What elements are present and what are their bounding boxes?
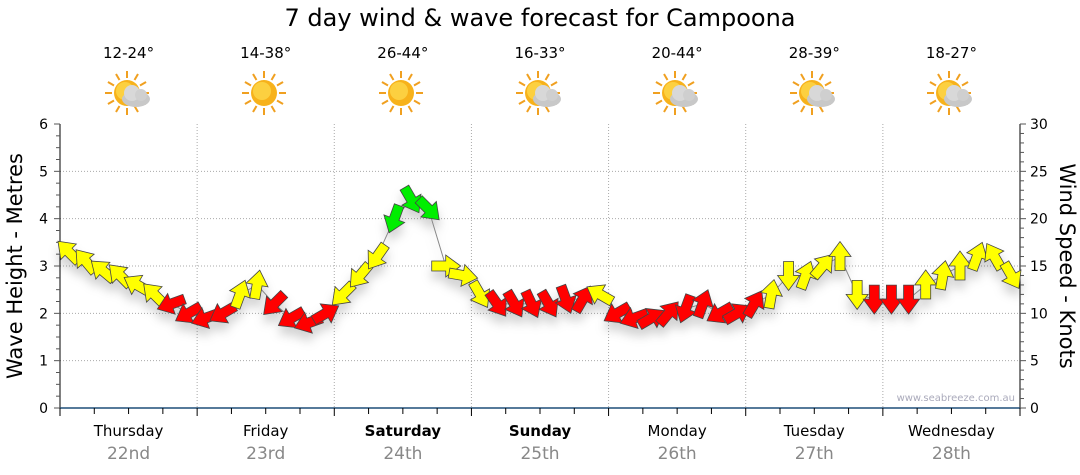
- y-tick-label: 6: [39, 117, 48, 133]
- wind-arrow: [809, 253, 833, 281]
- sun-cloud-icon: [790, 71, 836, 115]
- y2-tick-label: 25: [1030, 164, 1048, 180]
- day-label: Thursday: [93, 422, 164, 440]
- day-label: Friday: [243, 422, 289, 440]
- date-label: 22nd: [107, 444, 150, 464]
- wind-arrow: [310, 303, 340, 326]
- date-label: 27th: [795, 444, 834, 464]
- weather-day: 16-33°: [490, 44, 590, 118]
- weather-day: 18-27°: [901, 44, 1001, 118]
- sun-icon: [241, 71, 286, 115]
- watermark: www.seabreeze.com.au: [897, 393, 1015, 404]
- wind-arrow: [228, 279, 251, 310]
- wind-arrow: [691, 289, 714, 320]
- y2-tick-label: 20: [1030, 212, 1048, 228]
- wind-arrow: [520, 288, 542, 319]
- wind-arrow: [776, 261, 801, 292]
- sun-cloud-icon: [516, 71, 561, 115]
- wind-arrow: [999, 260, 1022, 290]
- wind-arrow: [742, 290, 765, 320]
- weather-day: 20-44°: [627, 44, 727, 118]
- wind-arrow: [828, 240, 852, 271]
- weather-day: 14-38°: [216, 44, 316, 118]
- date-label: 26th: [658, 444, 697, 464]
- weather-day: 28-39°: [764, 44, 864, 118]
- wind-arrow: [399, 184, 422, 214]
- wind-arrow: [536, 288, 559, 318]
- wind-arrow: [896, 284, 921, 315]
- y-tick-label: 3: [39, 259, 48, 275]
- y-tick-label: 0: [39, 401, 48, 417]
- temperature-range: 18-27°: [925, 44, 977, 62]
- temperature-range: 12-24°: [103, 44, 155, 62]
- temperature-range: 16-33°: [514, 44, 566, 62]
- wind-arrow: [156, 292, 187, 315]
- wind-arrow: [349, 260, 374, 288]
- wind-arrow: [383, 203, 406, 234]
- day-label: Tuesday: [783, 422, 845, 440]
- wind-arrow: [174, 301, 204, 324]
- weather-day: 26-44°: [353, 44, 453, 118]
- date-label: 24th: [383, 444, 422, 464]
- sun-cloud-icon: [104, 71, 150, 115]
- wind-arrow: [263, 289, 289, 315]
- wind-arrow: [674, 293, 697, 324]
- wind-arrow: [619, 306, 650, 330]
- wind-arrow: [554, 283, 577, 314]
- y-axis-label: Wave Height - Metres: [3, 153, 27, 379]
- wind-arrow: [845, 279, 869, 311]
- wind-arrow: [209, 301, 239, 324]
- y-tick-label: 2: [39, 306, 48, 322]
- wind-arrow: [468, 279, 491, 308]
- wind-arrow: [245, 269, 269, 301]
- wind-arrow: [931, 260, 955, 291]
- wind-arrow: [414, 195, 440, 221]
- date-label: 25th: [520, 444, 559, 464]
- wind-arrow: [759, 278, 783, 310]
- wind-arrow: [965, 241, 989, 272]
- temperature-range: 20-44°: [651, 44, 703, 62]
- day-label: Wednesday: [908, 422, 995, 440]
- wind-arrow: [706, 301, 736, 324]
- sun-cloud-icon: [653, 71, 699, 115]
- temperature-range: 14-38°: [240, 44, 292, 62]
- y2-tick-label: 10: [1030, 306, 1048, 322]
- y2-tick-label: 0: [1030, 401, 1039, 417]
- temperature-range: 26-44°: [377, 44, 429, 62]
- y2-axis-label: Wind Speed - Knots: [1055, 163, 1079, 368]
- day-label: Monday: [648, 422, 707, 440]
- wind-arrow: [277, 306, 307, 329]
- y-tick-label: 4: [39, 212, 48, 228]
- y2-tick-label: 5: [1030, 354, 1039, 370]
- sun-cloud-icon: [927, 71, 973, 115]
- y-tick-label: 1: [39, 354, 48, 370]
- wind-arrow: [502, 288, 525, 318]
- day-label: Saturday: [365, 422, 442, 440]
- wind-arrow: [603, 301, 633, 324]
- wind-arrow: [586, 284, 616, 307]
- wind-arrow: [948, 250, 972, 281]
- wind-arrow: [367, 241, 390, 270]
- y2-tick-label: 30: [1030, 117, 1048, 133]
- date-label: 23rd: [246, 444, 285, 464]
- wind-arrow: [447, 263, 479, 288]
- chart-title: 7 day wind & wave forecast for Campoona: [284, 4, 796, 32]
- y2-tick-label: 15: [1030, 259, 1048, 275]
- weather-day: 12-24°: [79, 44, 179, 118]
- temperature-range: 28-39°: [788, 44, 840, 62]
- date-label: 28th: [932, 444, 971, 464]
- day-label: Sunday: [509, 422, 572, 440]
- y-tick-label: 5: [39, 164, 48, 180]
- wind-arrow: [913, 269, 938, 300]
- wind-arrow: [484, 288, 507, 317]
- sun-icon: [378, 71, 423, 115]
